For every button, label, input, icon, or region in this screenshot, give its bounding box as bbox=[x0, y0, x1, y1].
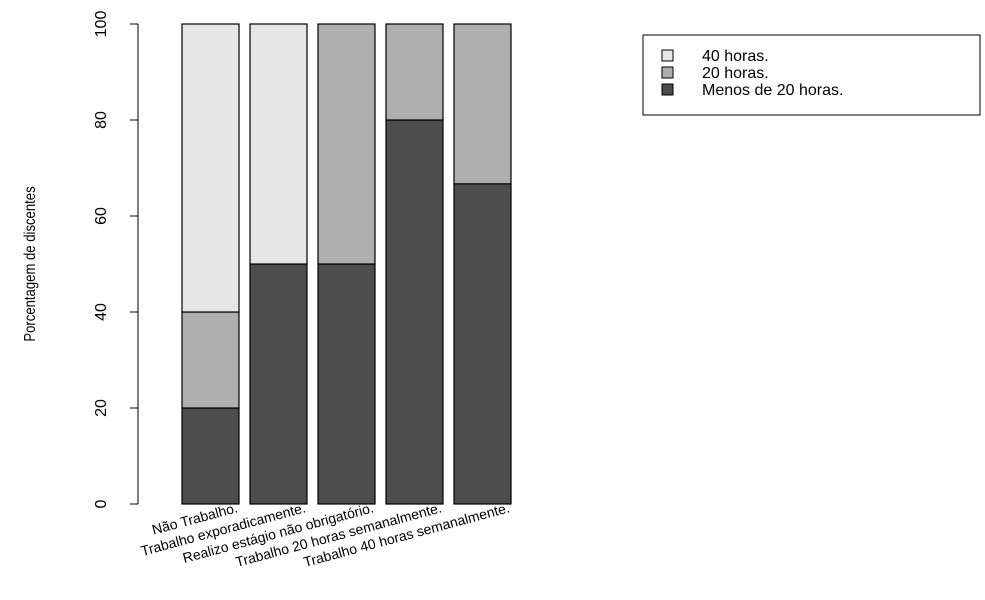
bar-segment bbox=[385, 23, 444, 121]
x-axis-labels: Não Trabalho.Trabalho exporadicamente.Re… bbox=[139, 499, 511, 570]
bar-segment bbox=[317, 23, 376, 265]
y-tick-label: 20 bbox=[93, 399, 110, 417]
bar-segment bbox=[181, 407, 240, 505]
y-tick-label: 80 bbox=[93, 111, 110, 129]
legend-swatch bbox=[661, 49, 674, 62]
bar-segment bbox=[453, 183, 512, 505]
y-tick-label: 40 bbox=[93, 303, 110, 321]
legend-label: 40 horas. bbox=[702, 48, 769, 65]
legend-label: 20 horas. bbox=[702, 65, 769, 82]
y-axis: 0 20 40 60 80 100 bbox=[93, 11, 139, 508]
bar-segment bbox=[453, 23, 512, 185]
bar-segment bbox=[317, 263, 376, 505]
y-tick-label: 100 bbox=[93, 11, 110, 38]
bar-segment bbox=[385, 119, 444, 505]
legend-swatch bbox=[661, 83, 674, 96]
bar-segment bbox=[181, 23, 240, 313]
y-tick-label: 60 bbox=[93, 207, 110, 225]
bar-segment bbox=[249, 263, 308, 505]
bars-layer bbox=[181, 23, 512, 505]
legend-label: Menos de 20 horas. bbox=[702, 82, 843, 99]
bar-segment bbox=[249, 23, 308, 265]
y-axis-label: Porcentagem de discentes bbox=[22, 186, 39, 341]
bar-segment bbox=[181, 311, 240, 409]
legend-box bbox=[642, 34, 981, 116]
y-tick-label: 0 bbox=[93, 499, 110, 508]
legend: 40 horas.20 horas.Menos de 20 horas. bbox=[642, 34, 981, 116]
legend-swatch bbox=[661, 66, 674, 79]
